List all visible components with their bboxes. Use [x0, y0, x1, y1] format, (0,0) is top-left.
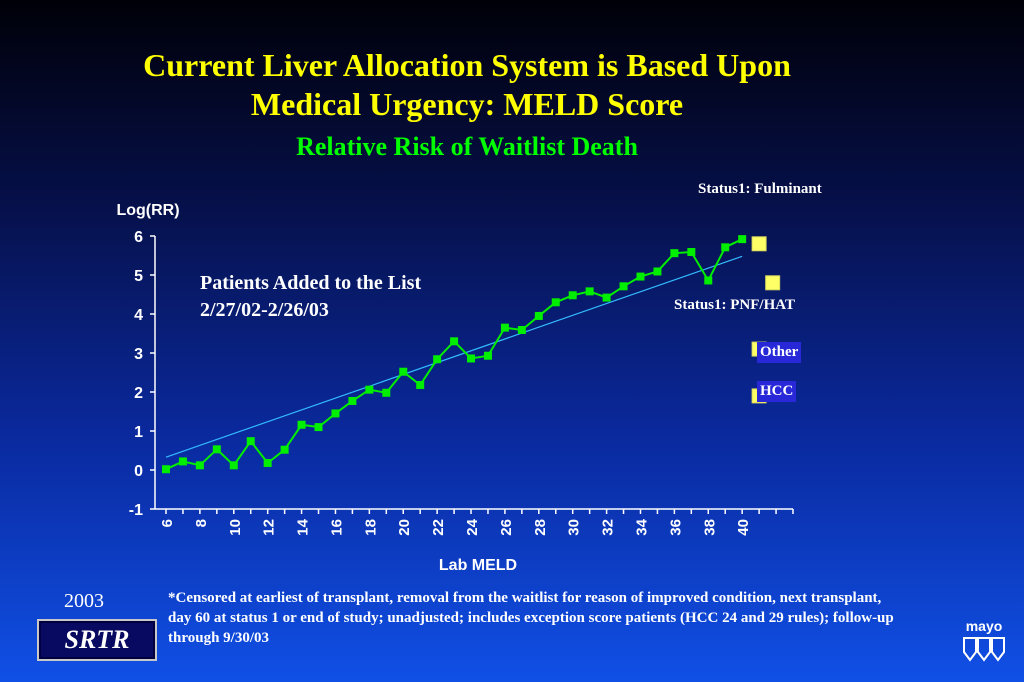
y-tick-label: 3 — [134, 346, 143, 363]
data-point — [670, 249, 679, 258]
x-tick-label: 22 — [430, 519, 447, 536]
x-tick-label: 32 — [600, 519, 617, 536]
y-tick-label: 6 — [134, 229, 143, 246]
data-point — [331, 409, 340, 418]
y-tick-label: 5 — [134, 268, 143, 285]
data-point — [551, 298, 560, 307]
data-point — [212, 445, 221, 454]
annotation-line-1: Patients Added to the List — [200, 272, 422, 294]
x-tick-label: 14 — [295, 518, 312, 535]
data-point — [534, 311, 543, 320]
data-point — [653, 267, 662, 276]
mayo-logo-text: mayo — [965, 618, 1003, 634]
x-tick-label: 34 — [633, 518, 650, 535]
legend-status1-fulminant: Status1: Fulminant — [698, 181, 822, 197]
data-point — [195, 461, 204, 470]
legend-hcc: HCC — [757, 381, 797, 402]
data-point — [348, 396, 357, 405]
y-tick-label: 2 — [134, 385, 143, 402]
x-tick-label: 36 — [667, 519, 684, 536]
y-tick-label: 0 — [134, 463, 143, 480]
data-point — [280, 445, 289, 454]
x-tick-label: 10 — [227, 519, 244, 536]
y-tick-label: -1 — [129, 502, 143, 519]
y-tick-label: 4 — [134, 307, 143, 324]
x-tick-label: 20 — [396, 519, 413, 536]
x-tick-label: 8 — [193, 519, 210, 527]
data-point — [365, 385, 374, 394]
y-tick-label: 1 — [134, 424, 143, 441]
legend-status1-pnf-hat: Status1: PNF/HAT — [674, 297, 795, 313]
data-point — [602, 293, 611, 302]
data-point — [263, 458, 272, 467]
data-point — [450, 337, 459, 346]
annotation-line-2: 2/27/02-2/26/03 — [200, 299, 329, 321]
data-point — [467, 354, 476, 363]
data-point — [500, 323, 509, 332]
title-line-2: Medical Urgency: MELD Score — [250, 86, 684, 122]
chart-subtitle: Relative Risk of Waitlist Death — [296, 132, 638, 161]
data-point — [297, 420, 306, 429]
data-point — [687, 247, 696, 256]
footnote: *Censored at earliest of transplant, rem… — [168, 590, 894, 646]
year-label: 2003 — [64, 590, 104, 612]
data-point — [704, 276, 713, 285]
x-tick-label: 24 — [464, 518, 481, 535]
category-marker — [765, 275, 781, 291]
data-point — [382, 388, 391, 397]
data-point — [246, 437, 255, 446]
x-axis-label: Lab MELD — [439, 557, 517, 574]
data-point — [399, 367, 408, 376]
data-point — [568, 291, 577, 300]
x-tick-label: 30 — [566, 519, 583, 536]
x-tick-label: 40 — [735, 519, 752, 536]
srtr-logo: SRTR — [37, 619, 157, 661]
trend-line — [165, 255, 743, 458]
data-point — [738, 235, 747, 244]
mayo-shield-icon — [963, 637, 1005, 662]
data-point — [178, 457, 187, 466]
x-tick-label: 26 — [498, 519, 515, 536]
data-point — [433, 355, 442, 364]
y-axis-label: Log(RR) — [116, 202, 179, 219]
data-point — [483, 351, 492, 360]
x-tick-label: 28 — [532, 519, 549, 536]
data-point — [517, 325, 526, 334]
x-tick-label: 38 — [701, 519, 718, 536]
data-point — [585, 287, 594, 296]
data-point — [721, 243, 730, 252]
data-point — [619, 282, 628, 291]
data-point — [416, 380, 425, 389]
x-tick-label: 6 — [159, 519, 176, 527]
mayo-logo: mayo — [958, 618, 1010, 666]
title-line-1: Current Liver Allocation System is Based… — [143, 47, 791, 83]
data-point — [636, 272, 645, 281]
x-tick-label: 12 — [261, 519, 278, 536]
x-tick-label: 16 — [328, 519, 345, 536]
data-point — [314, 423, 323, 432]
data-point — [229, 461, 238, 470]
legend-other: Other — [757, 342, 802, 363]
data-point — [162, 465, 170, 474]
x-tick-label: 18 — [362, 519, 379, 536]
category-marker — [751, 236, 767, 252]
trend-line-segment — [165, 255, 743, 458]
